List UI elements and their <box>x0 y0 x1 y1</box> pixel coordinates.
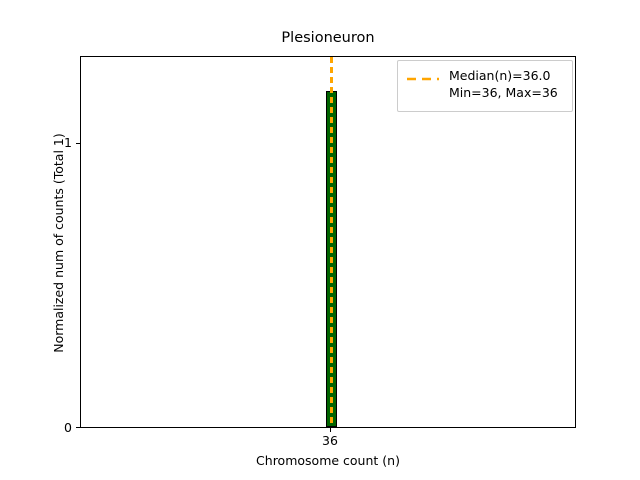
legend-entry-minmax: Min=36, Max=36 <box>449 85 558 100</box>
x-tick-mark-36 <box>329 428 331 432</box>
plot-area <box>80 56 576 428</box>
legend-entry-median: Median(n)=36.0 <box>449 68 551 83</box>
y-tick-mark-0 <box>76 427 80 429</box>
y-axis-label: Normalized num of counts (Total 1) <box>51 133 66 353</box>
x-tick-label-36: 36 <box>322 433 338 448</box>
y-tick-label-1: 1 <box>64 135 72 150</box>
chart-title: Plesioneuron <box>281 30 375 46</box>
orange-dashed-line-swatch <box>406 70 440 104</box>
x-axis-label: Chromosome count (n) <box>256 453 400 468</box>
y-tick-mark-1 <box>76 142 80 144</box>
median-line <box>329 57 333 427</box>
y-tick-label-0: 0 <box>64 420 72 435</box>
legend: Median(n)=36.0 Min=36, Max=36 <box>397 60 573 112</box>
legend-text-block: Median(n)=36.0 Min=36, Max=36 <box>449 67 558 101</box>
